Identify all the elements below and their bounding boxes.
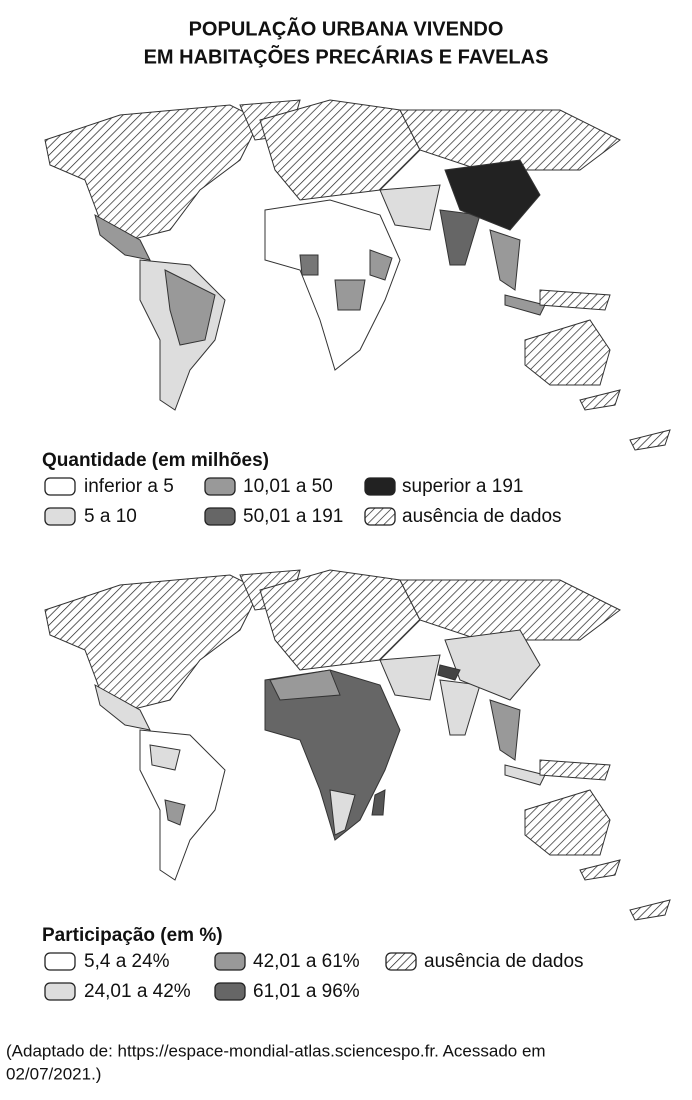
legend-label: 24,01 a 42% — [84, 981, 191, 1002]
legend-label: 5 a 10 — [84, 506, 137, 527]
legend-swatch — [214, 982, 246, 1001]
legend-label: 10,01 a 50 — [243, 476, 333, 497]
legend-swatch — [204, 477, 236, 496]
legend-swatch — [44, 507, 76, 526]
legend-label: superior a 191 — [402, 476, 523, 497]
world-map-quantity — [44, 99, 671, 451]
legend-swatch — [364, 507, 396, 526]
title-line: EM HABITAÇÕES PRECÁRIAS E FAVELAS — [144, 44, 549, 68]
legend-swatch — [44, 952, 76, 971]
legend-label: 61,01 a 96% — [253, 981, 360, 1002]
legend-swatch — [204, 507, 236, 526]
legend-swatch — [44, 477, 76, 496]
legend-swatch — [44, 982, 76, 1001]
source-line: (Adaptado de: https://espace-mondial-atl… — [6, 1041, 546, 1060]
legend-label: ausência de dados — [402, 506, 562, 527]
legend-label: 50,01 a 191 — [243, 506, 343, 527]
legend-swatch — [385, 952, 417, 971]
legend-label: ausência de dados — [424, 951, 584, 972]
legend-title: Quantidade (em milhões) — [42, 450, 269, 471]
legend-swatch — [214, 952, 246, 971]
legend-label: inferior a 5 — [84, 476, 174, 497]
source-line: 02/07/2021.) — [6, 1064, 101, 1083]
legend-label: 5,4 a 24% — [84, 951, 170, 972]
legend-swatch — [364, 477, 396, 496]
legend-title: Participação (em %) — [42, 925, 223, 946]
legend-label: 42,01 a 61% — [253, 951, 360, 972]
world-map-share — [44, 569, 671, 921]
title-line: POPULAÇÃO URBANA VIVENDO — [189, 17, 504, 40]
